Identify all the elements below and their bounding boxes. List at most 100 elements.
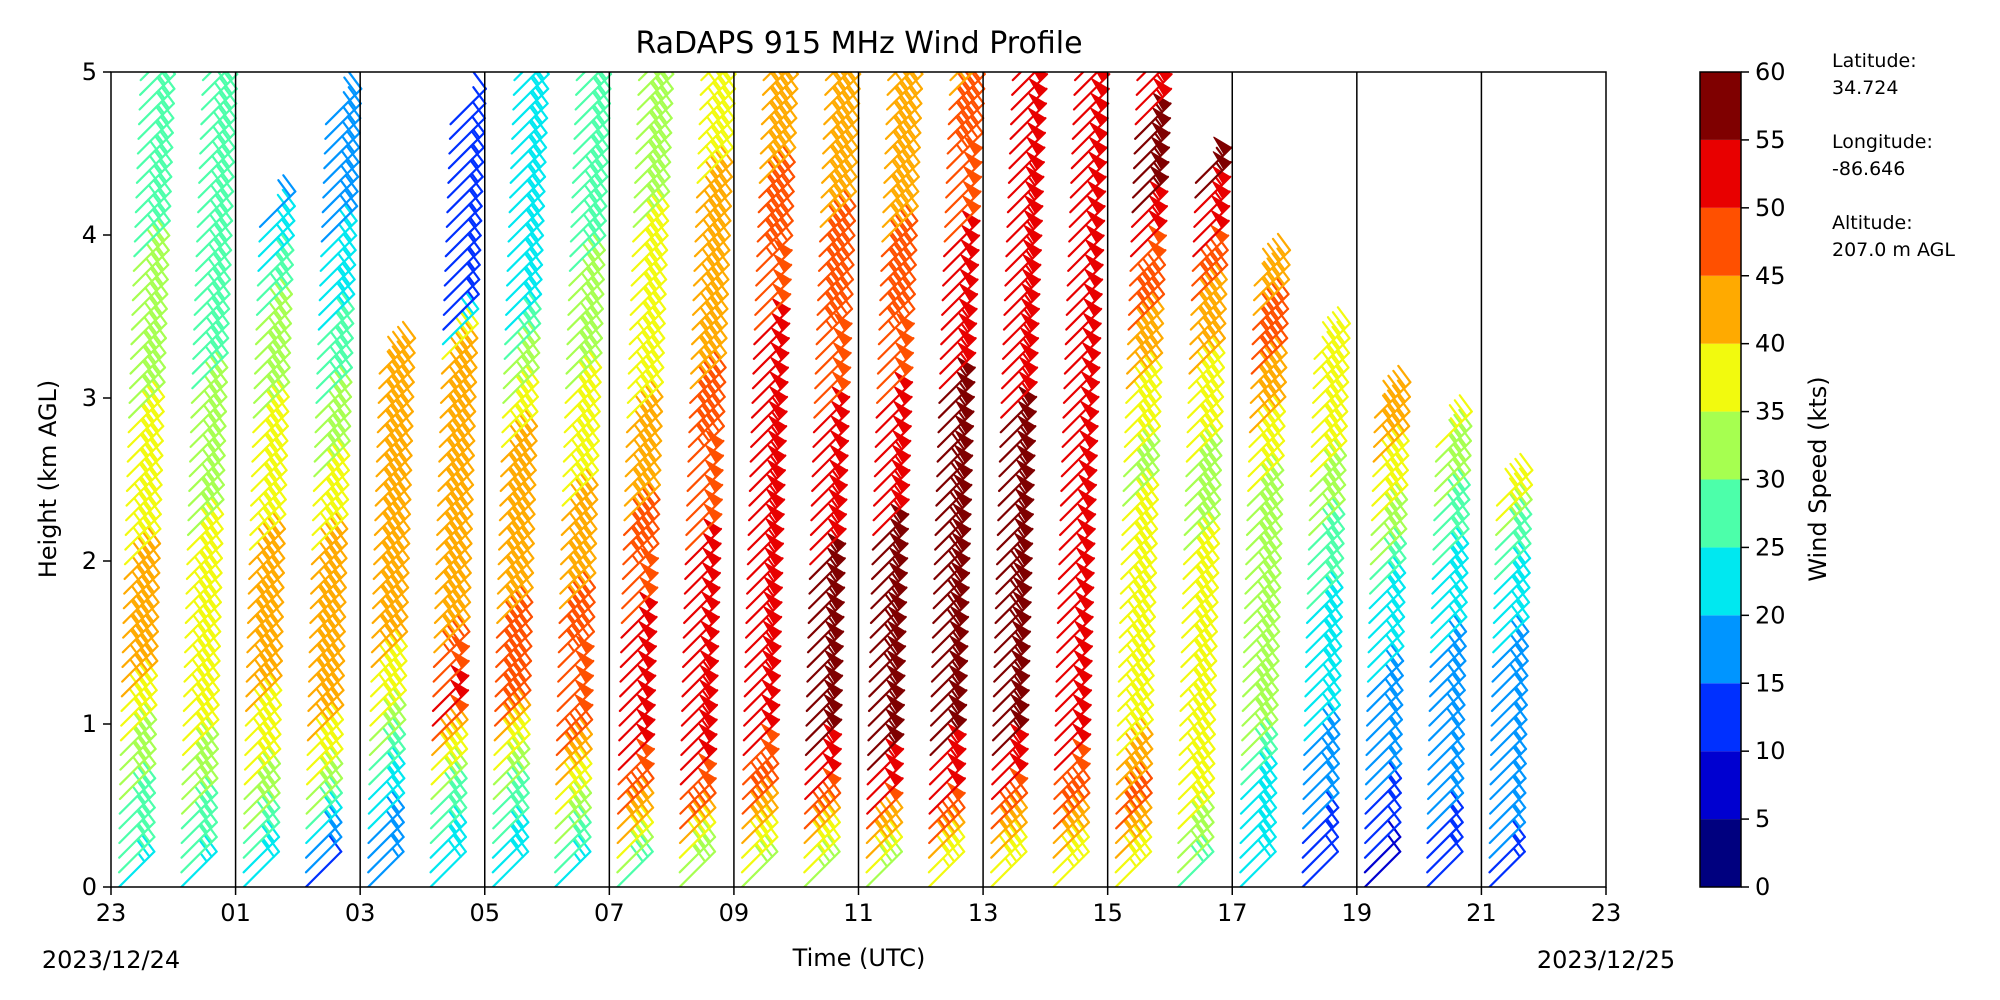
barb-half-flag: [444, 554, 453, 565]
barb-staff: [817, 249, 856, 287]
barb-staff: [440, 337, 479, 375]
barb-half-flag: [318, 612, 327, 624]
barb-staff: [687, 410, 726, 448]
barb-staff: [880, 219, 919, 258]
barb-half-flag: [387, 378, 396, 389]
barb-half-flag: [382, 554, 391, 565]
barb-staff: [129, 337, 167, 375]
barb-staff: [692, 263, 730, 302]
barb-half-flag: [258, 754, 267, 765]
barb-staff: [616, 850, 654, 887]
barb-staff: [506, 249, 544, 287]
barb-staff: [431, 718, 469, 757]
barb-staff: [569, 205, 608, 243]
barb-half-flag: [468, 231, 477, 242]
barb-staff: [819, 190, 858, 228]
barb-staff: [989, 850, 1028, 887]
wind-barb: [992, 679, 1030, 727]
barb-staff: [244, 718, 282, 757]
barb-staff: [699, 73, 737, 111]
barb-half-flag: [1013, 689, 1022, 700]
barb-half-flag: [200, 549, 209, 560]
barb-staff: [565, 351, 603, 390]
barb-half-flag: [137, 837, 146, 848]
barb-staff: [498, 498, 536, 537]
barb-staff: [1052, 791, 1091, 830]
barb-staff: [305, 747, 344, 786]
barb-half-flag: [888, 689, 897, 700]
barb-half-flag: [449, 822, 458, 834]
barb-half-flag: [1020, 410, 1029, 422]
barb-half-flag: [324, 808, 333, 819]
barb-staff: [758, 161, 796, 199]
barb-staff: [690, 307, 729, 346]
barb-staff: [693, 219, 732, 258]
barb-half-flag: [139, 475, 149, 487]
barb-half-flag: [770, 410, 780, 422]
barb-staff: [555, 733, 593, 771]
barb-half-flag: [1129, 857, 1138, 868]
barb-staff: [554, 777, 593, 815]
barb-half-flag: [507, 739, 516, 751]
barb-staff: [695, 161, 734, 199]
barb-staff: [183, 645, 221, 683]
barb-staff: [491, 850, 530, 887]
barb-half-flag: [766, 572, 775, 583]
barb-staff: [378, 337, 417, 375]
barb-staff: [689, 366, 727, 404]
barb-staff: [313, 425, 352, 463]
barb-staff: [439, 381, 478, 419]
barb-staff: [553, 850, 592, 887]
barb-staff: [559, 557, 597, 595]
barb-staff: [130, 307, 168, 346]
barb-half-flag: [949, 748, 958, 759]
barb-staff: [554, 762, 593, 801]
barb-staff: [119, 747, 157, 786]
barb-half-flag: [140, 461, 149, 472]
wind-barb: [762, 72, 774, 82]
barb-staff: [119, 718, 158, 757]
barb-staff: [127, 410, 165, 448]
barb-staff: [1053, 777, 1091, 815]
barb-staff: [374, 469, 413, 507]
barb-half-flag: [826, 660, 836, 671]
barb-staff: [803, 806, 842, 845]
wind-barb: [139, 72, 151, 82]
barb-staff: [690, 337, 728, 375]
barb-half-flag: [1026, 220, 1035, 231]
wind-barb: [494, 628, 533, 683]
wind-barb: [949, 72, 961, 82]
barb-staff: [124, 498, 163, 537]
barb-half-flag: [765, 630, 774, 642]
barb-half-flag: [580, 329, 589, 340]
barb-half-flag: [655, 72, 661, 76]
barb-staff: [435, 527, 473, 566]
barb-half-flag: [766, 557, 776, 568]
barb-half-flag: [952, 630, 961, 642]
barb-half-flag: [470, 187, 479, 198]
barb-staff: [1052, 850, 1090, 887]
barb-staff: [372, 542, 411, 581]
barb-half-flag: [275, 265, 285, 276]
barb-half-flag: [449, 793, 458, 804]
barb-staff: [118, 777, 157, 815]
barb-half-flag: [631, 554, 640, 565]
barb-half-flag: [156, 104, 166, 115]
barb-staff: [180, 821, 218, 859]
barb-flag: [282, 174, 297, 193]
barb-staff: [245, 659, 283, 698]
barb-staff: [567, 263, 606, 302]
barb-staff: [201, 72, 227, 96]
barb-staff: [630, 249, 669, 287]
wind-barb: [803, 790, 842, 845]
barb-staff: [636, 87, 674, 126]
barb-staff: [816, 263, 855, 302]
barb-half-flag: [891, 187, 901, 198]
barb-half-flag: [266, 402, 275, 413]
barb-staff: [563, 410, 601, 448]
barb-half-flag: [200, 534, 209, 545]
barb-half-flag: [384, 466, 393, 477]
barb-flag: [225, 72, 234, 81]
wind-barb: [700, 72, 712, 82]
barb-staff: [188, 454, 226, 493]
